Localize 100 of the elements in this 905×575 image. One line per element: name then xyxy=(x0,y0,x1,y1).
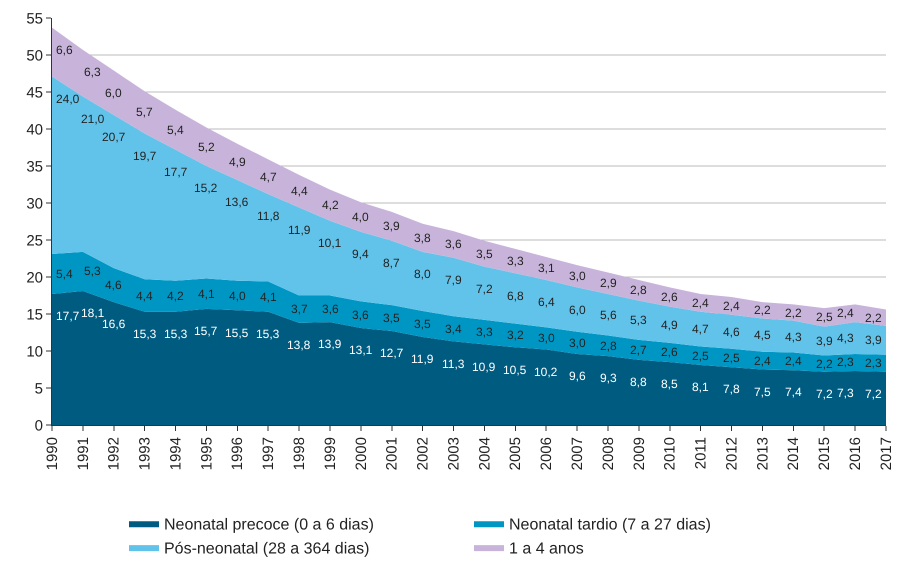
data-label: 2,7 xyxy=(630,343,648,357)
x-tick-label: 2014 xyxy=(785,437,802,470)
data-label: 4,2 xyxy=(322,198,340,212)
data-label: 8,1 xyxy=(692,380,710,394)
data-label: 6,4 xyxy=(538,295,556,309)
legend-label: Neonatal tardio (7 a 27 dias) xyxy=(509,516,711,534)
data-label: 2,4 xyxy=(837,306,854,320)
x-tick-label: 2016 xyxy=(846,437,864,470)
data-label: 3,8 xyxy=(414,231,432,245)
y-tick-label: 20 xyxy=(26,269,43,286)
data-label: 6,0 xyxy=(105,86,122,100)
x-tick-label: 2005 xyxy=(507,437,524,470)
data-label: 8,5 xyxy=(661,377,678,391)
data-label: 2,5 xyxy=(692,349,710,363)
x-tick-label: 2000 xyxy=(352,437,370,470)
data-label: 15,3 xyxy=(256,327,280,341)
data-label: 2,9 xyxy=(600,276,618,290)
data-label: 3,9 xyxy=(383,219,400,233)
data-label: 3,6 xyxy=(352,308,370,322)
y-tick-label: 30 xyxy=(26,195,43,212)
data-label: 7,5 xyxy=(754,385,772,399)
data-label: 3,0 xyxy=(569,269,586,283)
data-label: 3,5 xyxy=(383,311,400,325)
y-tick-label: 0 xyxy=(34,417,43,434)
y-tick-label: 25 xyxy=(26,232,43,250)
data-label: 4,4 xyxy=(136,289,154,303)
data-label: 4,6 xyxy=(105,278,122,292)
x-tick-label: 2012 xyxy=(723,437,740,470)
x-tick-label: 1996 xyxy=(229,437,246,470)
data-label: 4,3 xyxy=(837,331,854,345)
y-tick-label: 45 xyxy=(26,84,43,102)
data-label: 4,3 xyxy=(785,330,802,344)
x-tick-label: 2008 xyxy=(600,437,617,470)
data-label: 7,8 xyxy=(723,382,740,396)
data-label: 4,9 xyxy=(661,318,678,332)
x-tick-label: 2003 xyxy=(445,437,462,470)
x-tick-label: 1991 xyxy=(74,437,92,470)
data-label: 3,7 xyxy=(291,302,308,316)
data-label: 3,5 xyxy=(414,317,432,331)
data-label: 10,5 xyxy=(503,363,527,377)
data-label: 5,4 xyxy=(167,123,184,137)
data-label: 4,1 xyxy=(260,290,278,304)
data-label: 16,6 xyxy=(102,317,126,331)
data-label: 18,1 xyxy=(81,306,105,320)
x-tick-label: 1992 xyxy=(106,437,123,470)
legend-label: 1 a 4 anos xyxy=(509,540,584,558)
data-label: 7,2 xyxy=(865,387,882,401)
x-tick-label: 2013 xyxy=(754,437,772,470)
data-label: 15,7 xyxy=(194,324,218,338)
data-label: 3,4 xyxy=(445,322,462,336)
data-label: 4,1 xyxy=(198,287,216,301)
y-tick-label: 35 xyxy=(26,158,43,176)
data-label: 5,7 xyxy=(136,105,154,119)
data-label: 7,2 xyxy=(816,387,834,401)
y-tick-label: 5 xyxy=(34,380,43,398)
data-label: 13,9 xyxy=(318,337,342,351)
data-label: 5,6 xyxy=(600,308,618,322)
data-label: 9,3 xyxy=(600,371,618,385)
data-label: 8,7 xyxy=(383,256,400,270)
x-tick-label: 2015 xyxy=(816,437,834,470)
data-label: 2,2 xyxy=(816,357,834,371)
data-label: 11,8 xyxy=(257,209,280,223)
data-label: 6,0 xyxy=(569,303,586,317)
data-label: 11,9 xyxy=(288,223,311,237)
data-label: 2,4 xyxy=(692,296,710,310)
data-label: 10,1 xyxy=(318,236,342,250)
data-label: 6,8 xyxy=(507,289,524,303)
y-tick-label: 40 xyxy=(26,121,43,138)
data-label: 15,3 xyxy=(164,327,188,341)
data-label: 6,6 xyxy=(56,43,74,57)
data-label: 6,3 xyxy=(84,65,102,79)
data-label: 19,7 xyxy=(133,149,157,163)
x-tick-label: 2004 xyxy=(476,437,494,470)
data-label: 15,5 xyxy=(225,326,249,340)
x-tick-label: 1993 xyxy=(136,437,154,470)
y-tick-label: 15 xyxy=(26,306,43,324)
data-label: 7,3 xyxy=(837,386,854,400)
data-label: 4,9 xyxy=(229,155,246,169)
x-tick-label: 1998 xyxy=(290,437,308,470)
data-label: 5,3 xyxy=(84,264,102,278)
data-label: 8,8 xyxy=(630,375,648,389)
data-label: 17,7 xyxy=(164,165,188,179)
data-label: 12,7 xyxy=(380,346,404,360)
data-label: 7,9 xyxy=(445,273,462,287)
data-label: 20,7 xyxy=(102,130,126,144)
y-tick-label: 55 xyxy=(26,10,43,28)
data-label: 2,3 xyxy=(837,355,854,369)
data-label: 3,3 xyxy=(476,325,494,339)
data-label: 21,0 xyxy=(81,112,105,126)
data-label: 15,3 xyxy=(133,327,157,341)
y-tick-label: 10 xyxy=(26,343,43,360)
legend-label: Pós-neonatal (28 a 364 dias) xyxy=(164,540,370,558)
data-label: 2,8 xyxy=(630,283,648,297)
data-label: 2,6 xyxy=(661,290,678,304)
data-label: 8,0 xyxy=(414,267,432,281)
data-label: 9,6 xyxy=(569,369,586,383)
x-tick-label: 2006 xyxy=(538,437,556,470)
data-label: 3,9 xyxy=(865,333,882,347)
data-label: 7,4 xyxy=(785,385,802,399)
data-label: 5,2 xyxy=(198,140,216,154)
